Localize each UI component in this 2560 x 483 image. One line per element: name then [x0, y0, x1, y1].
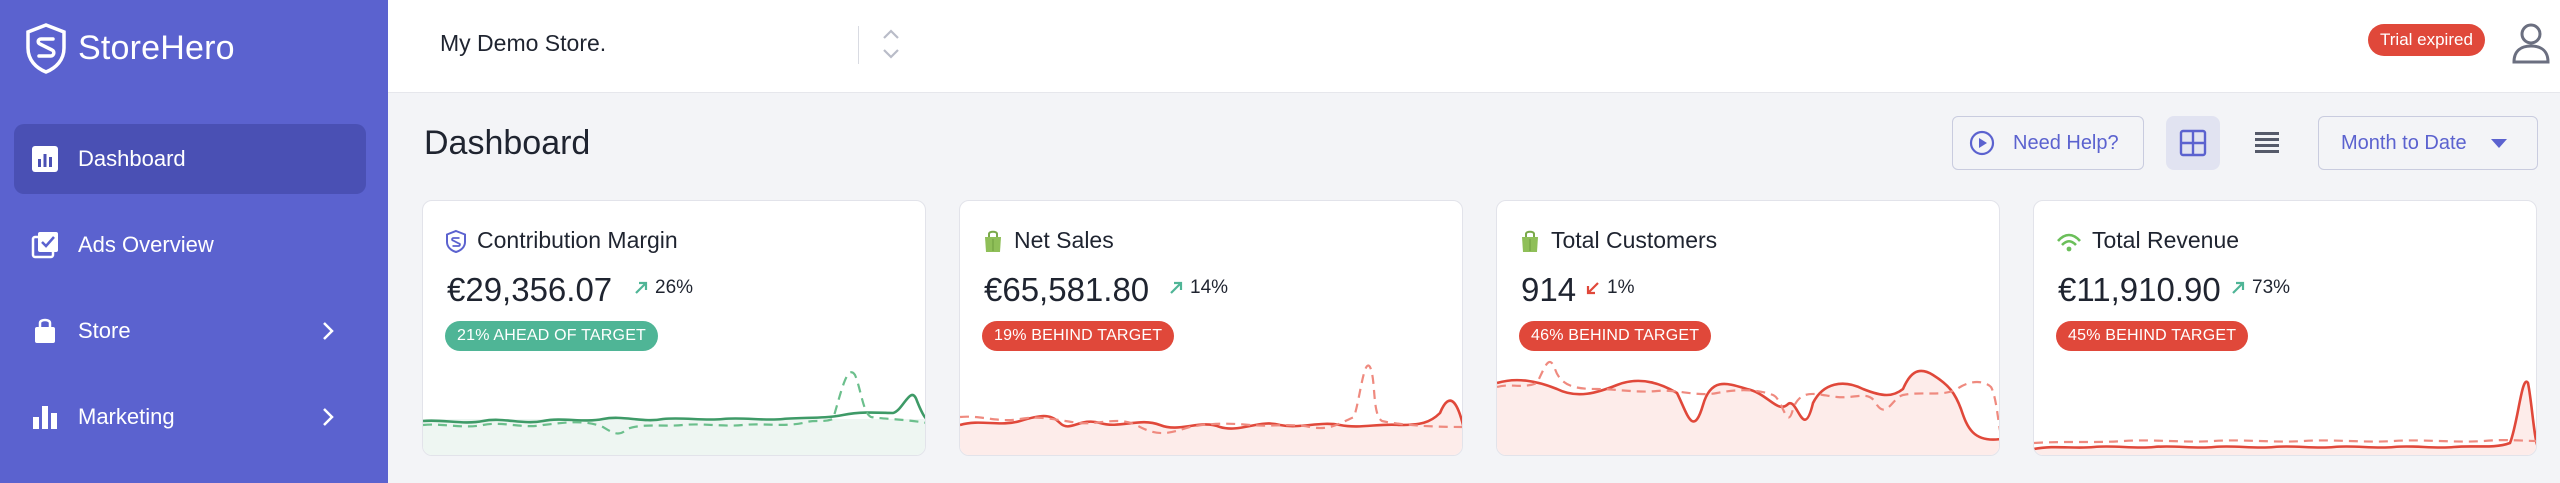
card-header: Net Sales: [982, 227, 1114, 254]
sidebar-item-dashboard[interactable]: Dashboard: [14, 124, 366, 194]
sidebar: StoreHero Dashboard Ads Overview Store: [0, 0, 388, 483]
page-title: Dashboard: [424, 124, 591, 162]
card-value: €29,356.07: [447, 271, 613, 308]
metric-card-net-sales[interactable]: Net Sales €65,581.80 14% 19% BEHIND TARG…: [959, 200, 1463, 456]
sparkline-chart: [2034, 380, 2536, 455]
chevron-right-icon: [323, 408, 334, 426]
divider: [858, 26, 859, 64]
arrow-down-left-icon: [1586, 282, 1599, 295]
target-badge: 46% BEHIND TARGET: [1519, 321, 1712, 351]
store-selector[interactable]: My Demo Store.: [440, 30, 607, 56]
check-square-icon: [30, 230, 60, 260]
metric-card-total-revenue[interactable]: Total Revenue €11,910.90 73% 45% BEHIND …: [2033, 200, 2537, 456]
target-badge: 21% AHEAD OF TARGET: [445, 321, 659, 351]
card-value: €65,581.80: [984, 271, 1150, 308]
card-title: Total Revenue: [2092, 227, 2240, 253]
card-change-value: 73%: [2252, 277, 2291, 298]
card-change: 14%: [1168, 277, 1228, 299]
arrow-up-right-icon: [1170, 281, 1183, 294]
play-circle-icon: [1969, 130, 1995, 156]
sidebar-item-label: Dashboard: [78, 146, 186, 171]
list-icon: [2255, 132, 2279, 153]
card-header: Total Customers: [1519, 227, 1717, 254]
shopify-bag-icon: [1522, 230, 1538, 252]
brand-name: StoreHero: [78, 28, 235, 67]
card-change: 1%: [1585, 277, 1634, 299]
sidebar-item-store[interactable]: Store: [14, 296, 366, 366]
card-change: 73%: [2230, 277, 2290, 299]
card-value: 914: [1521, 271, 1577, 308]
storehero-shield-icon: [26, 23, 66, 74]
target-badge: 45% BEHIND TARGET: [2056, 321, 2249, 351]
metric-card-total-customers[interactable]: Total Customers 914 1% 46% BEHIND TARGET: [1496, 200, 2000, 456]
chevron-right-icon: [323, 322, 334, 340]
card-title: Net Sales: [1014, 227, 1114, 253]
card-title: Contribution Margin: [477, 227, 678, 253]
card-title: Total Customers: [1551, 227, 1718, 253]
grid-view-button[interactable]: [2166, 116, 2220, 170]
arrow-up-right-icon: [635, 281, 648, 294]
top-bar: My Demo Store. Trial expired: [388, 0, 2560, 93]
signal-icon: [2057, 233, 2081, 251]
sidebar-nav: Dashboard Ads Overview Store Marketing: [14, 124, 366, 468]
period-select-value: Month to Date: [2341, 131, 2467, 154]
sparkline-chart: [423, 371, 925, 455]
need-help-button[interactable]: Need Help?: [1952, 116, 2144, 170]
caret-down-icon: [2491, 139, 2507, 148]
need-help-label: Need Help?: [2013, 131, 2119, 154]
card-change-value: 14%: [1190, 277, 1229, 298]
chevron-up-down-icon[interactable]: [878, 24, 904, 64]
chart-bar-icon: [30, 144, 60, 174]
bar-chart-icon: [30, 402, 60, 432]
card-change: 26%: [633, 277, 693, 299]
grid-icon: [2179, 129, 2207, 157]
card-change-value: 1%: [1607, 277, 1635, 298]
shopify-bag-icon: [985, 230, 1001, 252]
user-icon[interactable]: [2510, 20, 2552, 64]
sidebar-item-label: Store: [78, 318, 131, 343]
card-change-value: 26%: [655, 277, 694, 298]
shopping-bag-icon: [30, 316, 60, 346]
period-select[interactable]: Month to Date: [2318, 116, 2538, 170]
trial-status-badge[interactable]: Trial expired: [2368, 24, 2485, 56]
storehero-shield-icon: [446, 229, 466, 253]
target-badge: 19% BEHIND TARGET: [982, 321, 1175, 351]
card-header: Total Revenue: [2056, 227, 2239, 254]
sidebar-item-label: Ads Overview: [78, 232, 214, 257]
card-value: €11,910.90: [2058, 271, 2221, 308]
list-view-button[interactable]: [2240, 116, 2294, 170]
arrow-up-right-icon: [2232, 281, 2245, 294]
sidebar-item-marketing[interactable]: Marketing: [14, 382, 366, 452]
brand-logo[interactable]: StoreHero: [24, 22, 235, 74]
card-header: Contribution Margin: [445, 227, 678, 254]
sidebar-item-ads-overview[interactable]: Ads Overview: [14, 210, 366, 280]
sparkline-chart: [1497, 361, 1999, 455]
sparkline-chart: [960, 364, 1462, 455]
sidebar-item-label: Marketing: [78, 404, 175, 429]
metric-card-contribution-margin[interactable]: Contribution Margin €29,356.07 26% 21% A…: [422, 200, 926, 456]
